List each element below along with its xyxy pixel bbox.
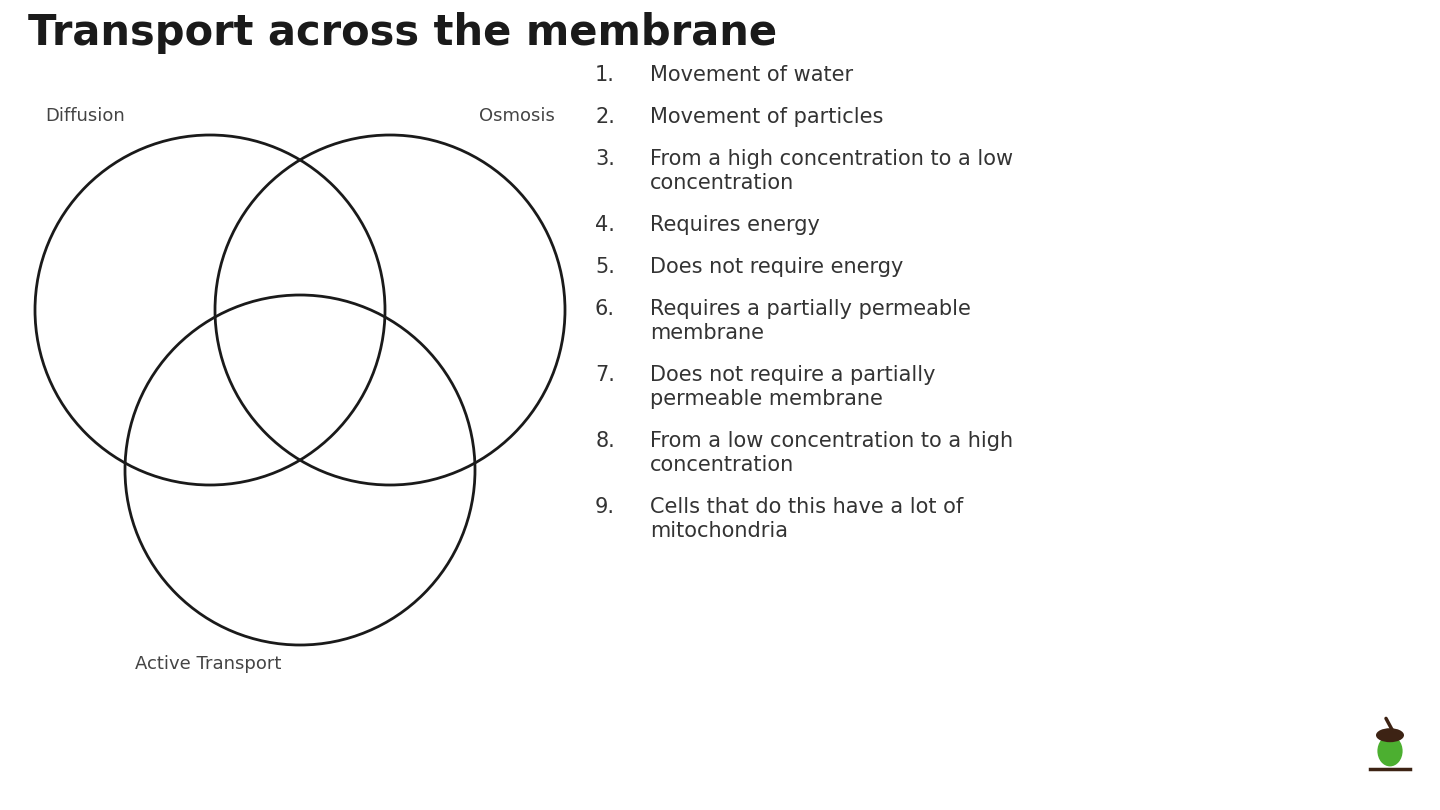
Text: concentration: concentration [649, 455, 795, 475]
Text: Cells that do this have a lot of: Cells that do this have a lot of [649, 497, 963, 517]
Text: 9.: 9. [595, 497, 615, 517]
Text: 8.: 8. [595, 431, 615, 451]
Text: Osmosis: Osmosis [480, 107, 554, 125]
Text: Movement of particles: Movement of particles [649, 107, 883, 127]
Text: Does not require a partially: Does not require a partially [649, 365, 936, 385]
Text: concentration: concentration [649, 173, 795, 193]
Text: Does not require energy: Does not require energy [649, 257, 903, 277]
Text: Active Transport: Active Transport [135, 655, 281, 673]
Ellipse shape [1378, 735, 1403, 766]
Text: membrane: membrane [649, 323, 765, 343]
Text: 4.: 4. [595, 215, 615, 235]
Text: 7.: 7. [595, 365, 615, 385]
Text: 5.: 5. [595, 257, 615, 277]
Text: From a low concentration to a high: From a low concentration to a high [649, 431, 1014, 451]
Text: 6.: 6. [595, 299, 615, 319]
Text: From a high concentration to a low: From a high concentration to a low [649, 149, 1014, 169]
Text: permeable membrane: permeable membrane [649, 389, 883, 409]
Ellipse shape [1377, 728, 1404, 742]
Text: mitochondria: mitochondria [649, 521, 788, 541]
Text: Diffusion: Diffusion [45, 107, 125, 125]
Text: 3.: 3. [595, 149, 615, 169]
Text: Requires energy: Requires energy [649, 215, 819, 235]
Text: Movement of water: Movement of water [649, 65, 852, 85]
Text: 1.: 1. [595, 65, 615, 85]
Text: Requires a partially permeable: Requires a partially permeable [649, 299, 971, 319]
Text: Transport across the membrane: Transport across the membrane [27, 12, 778, 54]
Text: 2.: 2. [595, 107, 615, 127]
